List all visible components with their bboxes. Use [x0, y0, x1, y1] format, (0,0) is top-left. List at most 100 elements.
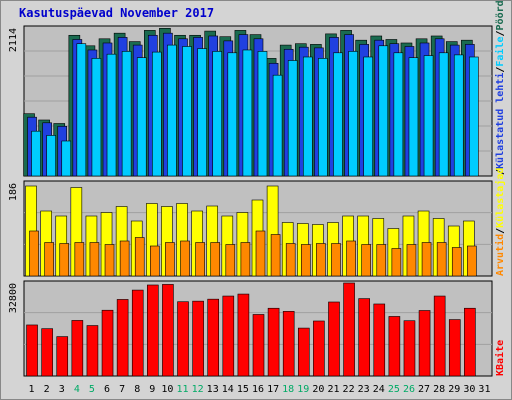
bar-middle-8 [134, 237, 145, 277]
x-tick-label: 2 [44, 384, 50, 395]
bar-top-18 [287, 60, 298, 177]
x-tick-label: 11 [176, 384, 188, 395]
x-tick-label: 14 [222, 384, 234, 395]
bar-bottom-24 [373, 303, 386, 377]
bar-middle-10 [165, 242, 175, 277]
bar-top-22 [348, 51, 358, 177]
bar-top-16 [257, 51, 268, 177]
bar-bottom-18 [282, 311, 295, 377]
bar-top-14 [227, 52, 238, 177]
bar-top-30 [469, 56, 479, 177]
bar-top-7 [121, 51, 132, 177]
x-tick-label: 15 [237, 384, 249, 395]
x-tick-label: 18 [282, 384, 294, 395]
x-tick-label: 25 [388, 384, 400, 395]
x-tick-label: 31 [478, 384, 490, 395]
bar-top-24 [378, 45, 389, 177]
x-tick-label: 7 [119, 384, 125, 395]
bar-middle-7 [119, 240, 130, 277]
bar-middle-13 [210, 242, 221, 277]
bar-bottom-5 [86, 325, 99, 377]
bar-bottom-1 [26, 324, 38, 377]
bar-middle-20 [316, 243, 326, 277]
right-label-bottom: KBaite [494, 340, 506, 376]
bar-top-3 [61, 140, 72, 177]
bar-middle-1 [29, 230, 39, 277]
bar-bottom-20 [313, 320, 325, 377]
bar-top-17 [272, 74, 283, 177]
x-tick-label: 26 [403, 384, 415, 395]
bar-bottom-15 [237, 293, 250, 377]
bar-bottom-27 [418, 310, 431, 377]
bar-middle-12 [195, 242, 205, 277]
bar-middle-22 [346, 240, 356, 277]
bar-bottom-7 [116, 299, 129, 377]
x-tick-label: 1 [29, 384, 35, 395]
x-tick-label: 6 [104, 384, 110, 395]
bar-bottom-14 [222, 295, 235, 377]
bar-middle-15 [240, 242, 251, 277]
bar-middle-25 [391, 248, 402, 277]
bar-top-4 [76, 43, 87, 177]
bar-middle-28 [436, 242, 447, 277]
bar-middle-23 [361, 244, 371, 277]
bar-top-19 [302, 56, 313, 177]
chart-title: Kasutuspäevad November 2017 [19, 6, 215, 20]
x-tick-label: 20 [312, 384, 324, 395]
x-tick-label: 8 [134, 384, 140, 395]
bar-bottom-4 [71, 320, 84, 377]
bar-top-26 [408, 57, 419, 177]
bar-middle-30 [467, 245, 477, 277]
bar-bottom-25 [388, 316, 401, 377]
bar-middle-16 [255, 230, 266, 277]
bar-top-8 [136, 57, 147, 177]
bar-top-1 [31, 130, 41, 177]
bar-bottom-12 [192, 300, 204, 377]
x-tick-label: 3 [59, 384, 65, 395]
x-tick-label: 5 [89, 384, 95, 395]
bar-middle-4 [74, 242, 85, 277]
bar-middle-6 [104, 244, 115, 277]
x-tick-label: 23 [358, 384, 370, 395]
bar-bottom-10 [162, 284, 174, 377]
x-tick-label: 30 [463, 384, 475, 395]
bar-middle-5 [89, 242, 100, 277]
x-tick-label: 19 [297, 384, 309, 395]
bar-bottom-8 [131, 289, 144, 377]
bar-bottom-28 [433, 295, 446, 377]
bar-middle-29 [451, 247, 462, 277]
bar-top-6 [106, 53, 117, 177]
right-label-middle: Arvutid/Külastajad [494, 168, 506, 276]
bar-bottom-16 [252, 314, 265, 377]
bar-top-2 [46, 135, 56, 177]
x-tick-label: 12 [192, 384, 204, 395]
bar-middle-26 [406, 244, 417, 277]
bar-top-11 [182, 46, 192, 177]
bar-bottom-23 [358, 298, 370, 377]
bar-middle-21 [331, 243, 341, 277]
bar-bottom-22 [343, 282, 355, 377]
bar-middle-24 [376, 244, 387, 277]
x-tick-label: 24 [373, 384, 385, 395]
bar-top-15 [242, 49, 253, 177]
bar-middle-11 [180, 240, 190, 277]
bar-bottom-11 [177, 301, 189, 377]
x-tick-label: 27 [418, 384, 430, 395]
bar-bottom-19 [297, 327, 310, 377]
bar-bottom-29 [448, 319, 461, 377]
y-max-label: 32800 [8, 283, 19, 313]
x-tick-label: 4 [74, 384, 80, 395]
x-tick-label: 29 [448, 384, 460, 395]
bar-top-9 [152, 51, 162, 177]
bar-bottom-17 [267, 307, 280, 377]
bar-top-29 [453, 54, 464, 177]
x-tick-label: 10 [161, 384, 173, 395]
bar-top-12 [197, 48, 207, 177]
bar-top-27 [423, 55, 434, 177]
bar-middle-2 [44, 242, 54, 277]
bar-middle-3 [59, 243, 70, 277]
bar-top-25 [393, 52, 404, 177]
bar-bottom-3 [56, 336, 69, 377]
bar-bottom-21 [328, 301, 340, 377]
bar-bottom-6 [101, 309, 114, 377]
